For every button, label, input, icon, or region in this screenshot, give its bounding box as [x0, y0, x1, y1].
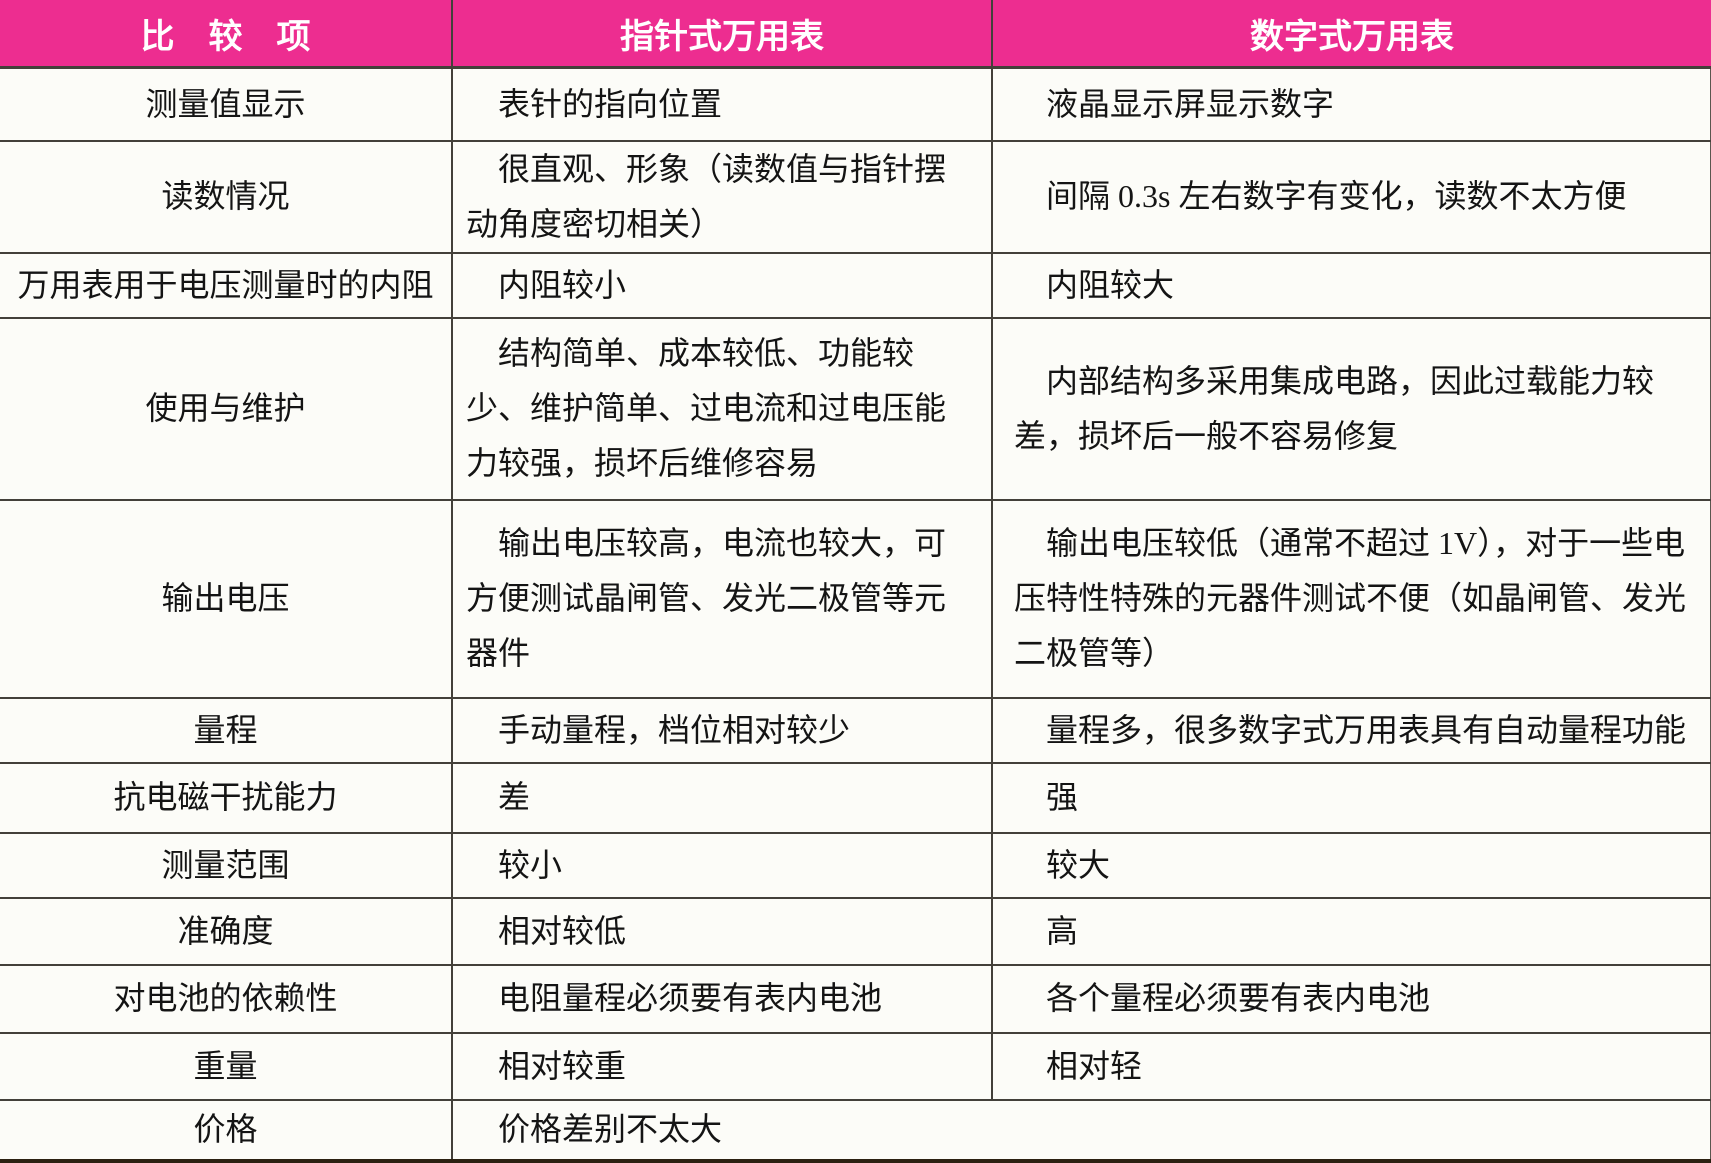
digital-value-cell: 较大	[992, 832, 1711, 899]
cell-text: 较大	[1046, 846, 1111, 883]
cell-text: 相对较重	[498, 1047, 627, 1084]
comparison-item-cell: 输出电压	[0, 499, 453, 699]
cell-text: 液晶显示屏显示数字	[1046, 85, 1335, 122]
cell-text: 各个量程必须要有表内电池	[1046, 980, 1431, 1016]
table-body: 测量值显示 表针的指向位置 液晶显示屏显示数字 读数情况 很直观、形象（读数值与…	[0, 67, 1711, 1163]
cell-text: 电阻量程必须要有表内电池	[498, 980, 883, 1016]
comparison-item-cell: 测量范围	[0, 832, 453, 899]
analog-value-cell: 手动量程，档位相对较少	[452, 697, 993, 764]
table-row: 万用表用于电压测量时的内阻 内阻较小 内阻较大	[0, 252, 1711, 319]
comparison-item-cell: 量程	[0, 697, 453, 764]
table-header: 比 较 项 指针式万用表 数字式万用表	[0, 0, 1711, 69]
analog-value-cell: 输出电压较高，电流也较大，可方便测试晶闸管、发光二极管等元器件	[452, 499, 993, 699]
cell-text: 很直观、形象（读数值与指针摆动角度密切相关）	[466, 150, 947, 242]
cell-text: 间隔 0.3s 左右数字有变化，读数不太方便	[1046, 178, 1627, 214]
comparison-item-cell: 万用表用于电压测量时的内阻	[0, 252, 453, 319]
cell-text: 高	[1046, 912, 1079, 949]
table-row: 读数情况 很直观、形象（读数值与指针摆动角度密切相关） 间隔 0.3s 左右数字…	[0, 140, 1711, 254]
cell-text: 较小	[498, 846, 563, 883]
digital-value-cell: 相对轻	[992, 1032, 1711, 1101]
cell-text: 表针的指向位置	[498, 85, 723, 122]
digital-value-cell: 强	[992, 762, 1711, 834]
digital-value-cell: 内部结构多采用集成电路，因此过载能力较差，损坏后一般不容易修复	[992, 317, 1711, 501]
cell-text: 手动量程，档位相对较少	[498, 711, 851, 748]
digital-value-cell: 内阻较大	[992, 252, 1711, 319]
comparison-item-cell: 抗电磁干扰能力	[0, 762, 453, 834]
header-cell-comparison-item: 比 较 项	[0, 0, 453, 69]
table-row: 使用与维护 结构简单、成本较低、功能较少、维护简单、过电流和过电压能力较强，损坏…	[0, 317, 1711, 501]
comparison-item-cell: 读数情况	[0, 140, 453, 254]
table-row: 价格 价格差别不太大	[0, 1099, 1711, 1163]
cell-text: 强	[1046, 779, 1079, 815]
digital-value-cell: 各个量程必须要有表内电池	[992, 964, 1711, 1034]
cell-text: 相对较低	[498, 912, 627, 949]
cell-text: 相对轻	[1046, 1047, 1143, 1084]
analog-value-cell: 内阻较小	[452, 252, 993, 319]
table-row: 对电池的依赖性 电阻量程必须要有表内电池 各个量程必须要有表内电池	[0, 964, 1711, 1034]
table-row: 测量范围 较小 较大	[0, 832, 1711, 899]
header-cell-analog-multimeter: 指针式万用表	[452, 0, 993, 69]
analog-value-cell: 电阻量程必须要有表内电池	[452, 964, 993, 1034]
cell-text: 输出电压较低（通常不超过 1V），对于一些电压特性特殊的元器件测试不便（如晶闸管…	[1014, 525, 1687, 671]
digital-value-cell: 液晶显示屏显示数字	[992, 67, 1711, 142]
cell-text: 输出电压较高，电流也较大，可方便测试晶闸管、发光二极管等元器件	[466, 525, 947, 671]
table-row: 输出电压 输出电压较高，电流也较大，可方便测试晶闸管、发光二极管等元器件 输出电…	[0, 499, 1711, 699]
table-row: 重量 相对较重 相对轻	[0, 1032, 1711, 1101]
table-row: 准确度 相对较低 高	[0, 897, 1711, 966]
table-row: 测量值显示 表针的指向位置 液晶显示屏显示数字	[0, 67, 1711, 142]
table-row: 量程 手动量程，档位相对较少 量程多，很多数字式万用表具有自动量程功能	[0, 697, 1711, 764]
analog-value-cell: 较小	[452, 832, 993, 899]
analog-value-cell: 很直观、形象（读数值与指针摆动角度密切相关）	[452, 140, 993, 254]
comparison-item-cell: 重量	[0, 1032, 453, 1101]
analog-value-cell: 相对较低	[452, 897, 993, 966]
digital-value-cell: 量程多，很多数字式万用表具有自动量程功能	[992, 697, 1711, 764]
cell-text: 结构简单、成本较低、功能较少、维护简单、过电流和过电压能力较强，损坏后维修容易	[466, 335, 947, 481]
header-cell-digital-multimeter: 数字式万用表	[992, 0, 1711, 69]
cell-text: 差	[498, 779, 531, 815]
comparison-item-cell: 准确度	[0, 897, 453, 966]
digital-value-cell: 输出电压较低（通常不超过 1V），对于一些电压特性特殊的元器件测试不便（如晶闸管…	[992, 499, 1711, 699]
table-row: 抗电磁干扰能力 差 强	[0, 762, 1711, 834]
analog-value-cell: 差	[452, 762, 993, 834]
cell-text: 量程多，很多数字式万用表具有自动量程功能	[1046, 711, 1687, 748]
comparison-item-cell: 测量值显示	[0, 67, 453, 142]
digital-value-cell: 高	[992, 897, 1711, 966]
comparison-item-cell: 价格	[0, 1099, 453, 1163]
analog-value-cell: 结构简单、成本较低、功能较少、维护简单、过电流和过电压能力较强，损坏后维修容易	[452, 317, 993, 501]
cell-text: 内阻较小	[498, 266, 627, 303]
cell-text: 内阻较大	[1046, 266, 1175, 303]
analog-value-cell: 价格差别不太大	[452, 1099, 1711, 1163]
comparison-item-cell: 对电池的依赖性	[0, 964, 453, 1034]
comparison-item-cell: 使用与维护	[0, 317, 453, 501]
analog-value-cell: 表针的指向位置	[452, 67, 993, 142]
cell-text: 内部结构多采用集成电路，因此过载能力较差，损坏后一般不容易修复	[1014, 362, 1655, 454]
digital-value-cell: 间隔 0.3s 左右数字有变化，读数不太方便	[992, 140, 1711, 254]
cell-text: 价格差别不太大	[498, 1111, 723, 1147]
analog-value-cell: 相对较重	[452, 1032, 993, 1101]
